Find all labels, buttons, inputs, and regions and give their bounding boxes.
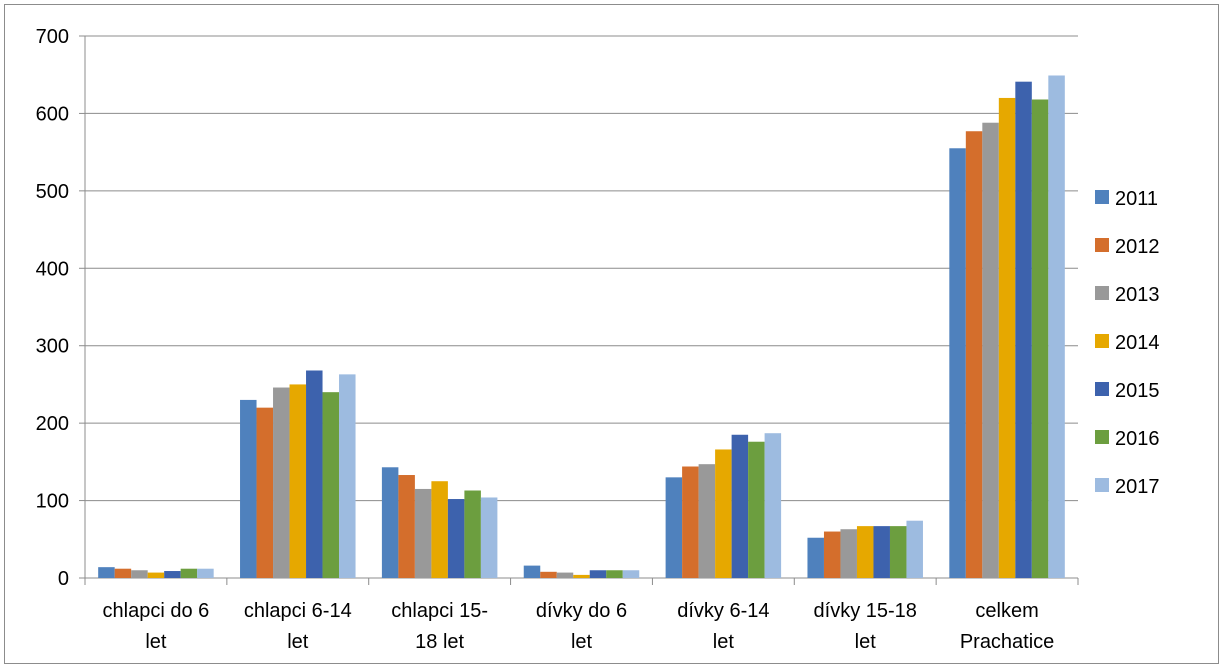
- y-tick-label: 100: [36, 491, 69, 513]
- y-tick-label: 400: [36, 258, 69, 280]
- bar: [289, 384, 307, 578]
- bar: [982, 122, 999, 578]
- x-tick-label: dívky 6-14: [677, 600, 769, 622]
- bar: [273, 387, 290, 578]
- x-tick-label: let: [713, 631, 735, 653]
- bar: [1048, 75, 1065, 578]
- bar: [889, 526, 907, 578]
- legend-label: 2012: [1115, 236, 1160, 258]
- bar: [398, 475, 415, 578]
- legend-swatch: [1095, 334, 1109, 348]
- x-tick-label: let: [145, 631, 167, 653]
- bar: [240, 399, 257, 578]
- x-tick-label: let: [571, 631, 593, 653]
- x-tick-label: dívky do 6: [536, 600, 627, 622]
- bar: [447, 499, 465, 578]
- bar: [480, 497, 498, 578]
- bar: [1031, 99, 1049, 579]
- x-tick-label: chlapci do 6: [103, 600, 210, 622]
- legend-swatch: [1095, 286, 1109, 300]
- bar: [731, 434, 749, 578]
- bar: [180, 568, 198, 578]
- bar: [856, 526, 874, 578]
- bar: [306, 370, 323, 578]
- bar: [256, 407, 274, 578]
- bar: [540, 571, 557, 578]
- x-tick-label: Prachatice: [960, 631, 1055, 653]
- x-tick-label: chlapci 6-14: [244, 600, 352, 622]
- y-tick-label: 700: [36, 26, 69, 48]
- bar: [523, 565, 541, 578]
- bar: [873, 526, 890, 578]
- y-tick-label: 300: [36, 336, 69, 358]
- bar: [164, 571, 181, 578]
- bar: [906, 520, 923, 578]
- bar: [698, 464, 716, 578]
- legend-swatch: [1095, 382, 1109, 396]
- y-tick-label: 500: [36, 181, 69, 203]
- legend-label: 2015: [1115, 380, 1160, 402]
- bar: [414, 488, 432, 578]
- bar: [665, 477, 683, 578]
- legend-swatch: [1095, 478, 1109, 492]
- bar: [622, 570, 640, 578]
- bar: [965, 131, 983, 579]
- bar: [197, 568, 214, 578]
- bar: [98, 567, 115, 578]
- y-tick-label: 200: [36, 413, 69, 435]
- legend-label: 2013: [1115, 284, 1160, 306]
- bar: [1015, 81, 1032, 578]
- bar: [606, 570, 623, 578]
- bar: [573, 574, 590, 578]
- legend-swatch: [1095, 430, 1109, 444]
- bar: [322, 392, 340, 578]
- bar: [147, 572, 165, 578]
- x-tick-label: 18 let: [415, 631, 464, 653]
- bar: [682, 466, 699, 578]
- legend-label: 2014: [1115, 332, 1160, 354]
- x-tick-label: let: [855, 631, 877, 653]
- bar: [339, 374, 356, 578]
- bar: [823, 531, 841, 578]
- legend-label: 2011: [1115, 188, 1158, 210]
- bar: [764, 433, 782, 578]
- bar: [807, 537, 824, 578]
- bar: [840, 529, 857, 578]
- bar: [114, 568, 132, 578]
- x-tick-label: let: [287, 631, 309, 653]
- bar: [715, 449, 732, 578]
- bar: [589, 570, 607, 578]
- bar: [556, 572, 574, 578]
- bar: [748, 441, 765, 578]
- bar: [131, 570, 148, 578]
- legend-label: 2017: [1115, 476, 1160, 498]
- legend-swatch: [1095, 190, 1109, 204]
- legend-swatch: [1095, 238, 1109, 252]
- bar: [431, 481, 448, 578]
- y-tick-label: 0: [58, 568, 69, 590]
- bar: [381, 467, 399, 578]
- bar: [464, 490, 481, 578]
- x-tick-label: celkem: [975, 600, 1038, 622]
- y-tick-label: 600: [36, 103, 69, 125]
- bar: [998, 97, 1016, 578]
- bar: [949, 148, 966, 578]
- x-tick-label: chlapci 15-: [391, 600, 488, 622]
- x-tick-label: dívky 15-18: [814, 600, 917, 622]
- legend-label: 2016: [1115, 428, 1160, 450]
